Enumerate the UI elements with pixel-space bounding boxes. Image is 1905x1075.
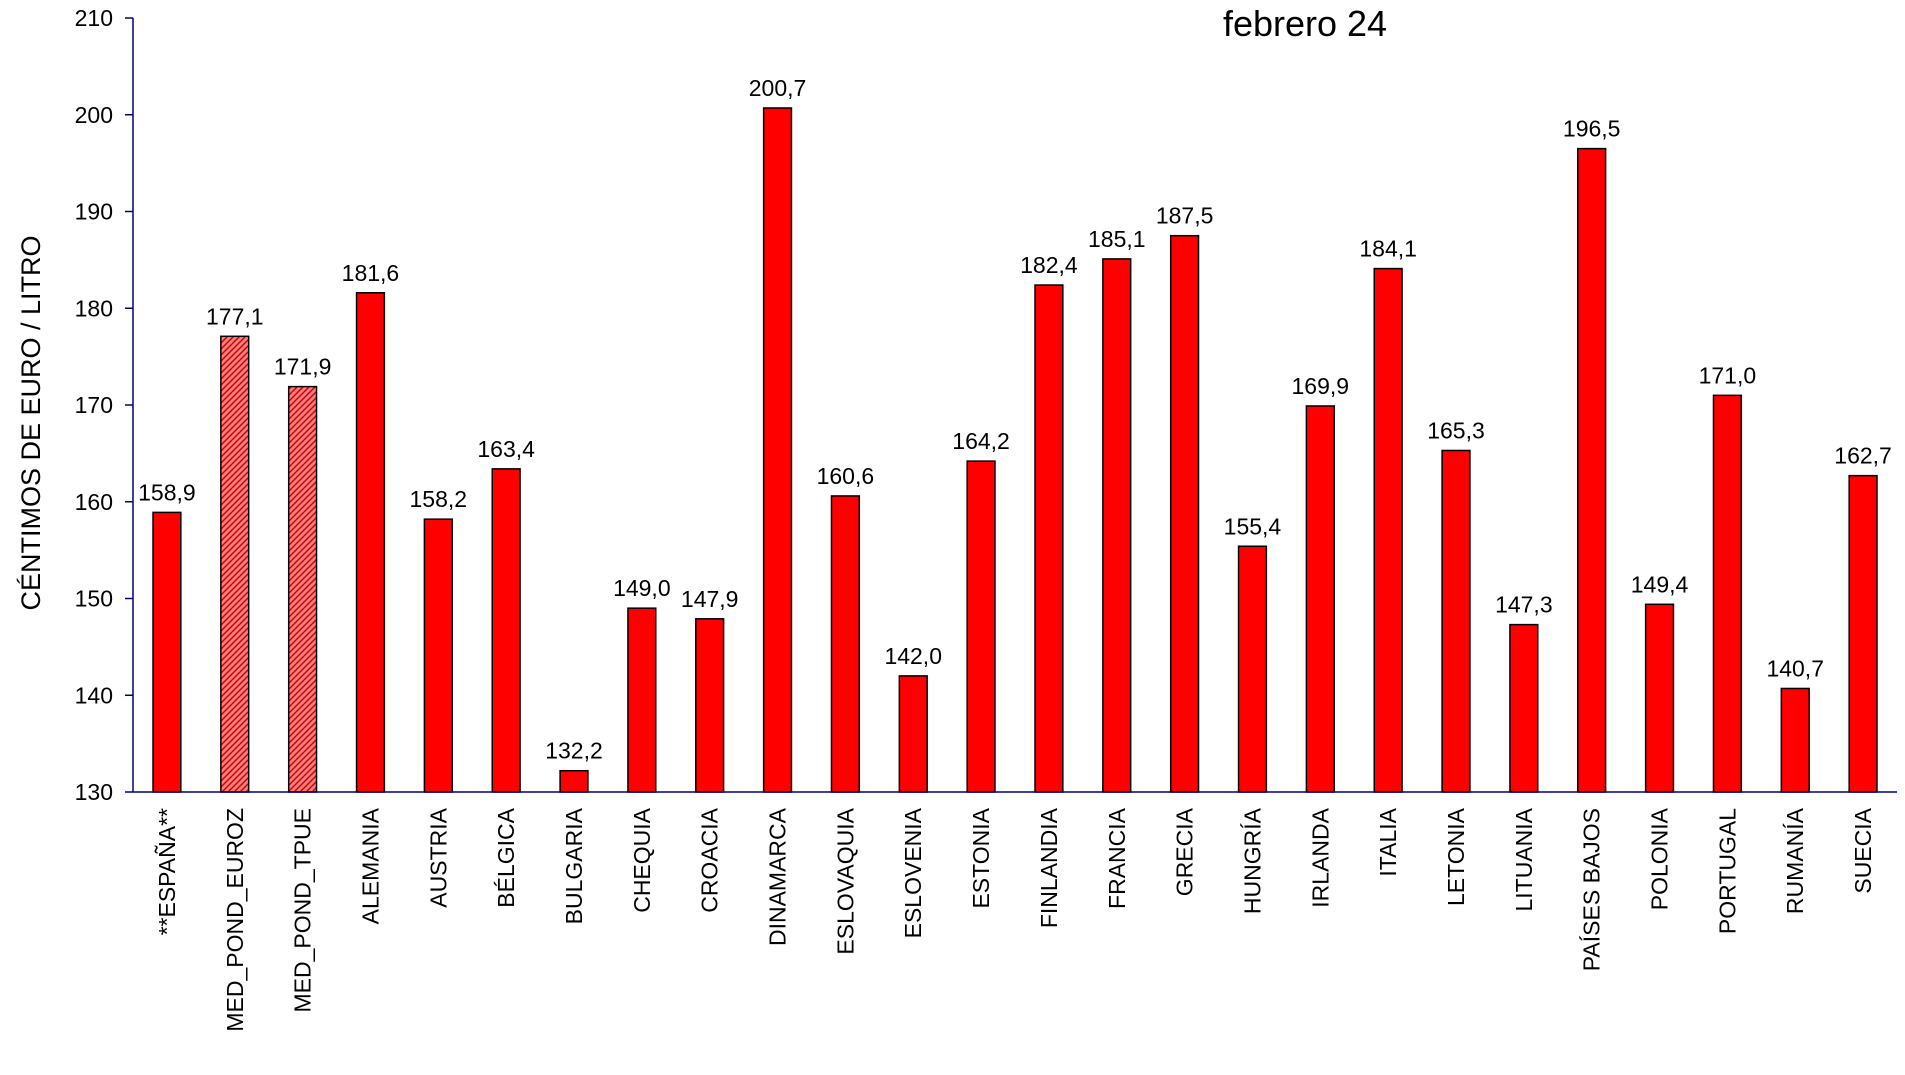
bar bbox=[1169, 234, 1200, 793]
data-label: 163,4 bbox=[477, 436, 535, 462]
data-label: 165,3 bbox=[1427, 417, 1485, 443]
y-tick-label: 140 bbox=[75, 682, 113, 708]
category-label: CHEQUIA bbox=[629, 807, 655, 912]
category-label: GRECIA bbox=[1172, 807, 1198, 896]
data-label: 185,1 bbox=[1088, 226, 1146, 252]
category-label: SUECIA bbox=[1850, 807, 1876, 893]
bar bbox=[1305, 405, 1335, 793]
data-label: 171,9 bbox=[274, 354, 332, 380]
data-label: 200,7 bbox=[749, 75, 807, 101]
category-label: ESLOVAQUIA bbox=[832, 807, 858, 954]
data-labels-group: 158,9 177,1 171,9 181,6 158,2 163,4 132,2 149,0… bbox=[138, 75, 1892, 764]
data-label: 149,4 bbox=[1631, 571, 1689, 597]
y-axis-ticks: 130 140 150 160 170 180 190 200 210 bbox=[75, 5, 133, 805]
data-label: 181,6 bbox=[342, 260, 400, 286]
bar bbox=[1034, 284, 1064, 793]
bar bbox=[423, 518, 453, 793]
bar bbox=[762, 107, 793, 793]
bar bbox=[559, 769, 589, 793]
category-label: PORTUGAL bbox=[1714, 808, 1740, 934]
bar bbox=[1577, 147, 1607, 793]
category-label: LETONIA bbox=[1443, 807, 1469, 906]
category-label: BÉLGICA bbox=[493, 807, 519, 907]
data-label: 162,7 bbox=[1834, 443, 1892, 469]
bar bbox=[898, 675, 928, 793]
data-label: 158,9 bbox=[138, 479, 196, 505]
bar bbox=[1848, 474, 1878, 793]
bar bbox=[152, 511, 182, 793]
category-label: ALEMANIA bbox=[357, 807, 383, 924]
category-label: ESTONIA bbox=[968, 807, 994, 908]
category-label: LITUANIA bbox=[1511, 807, 1537, 911]
data-label: 158,2 bbox=[410, 486, 468, 512]
category-label: AUSTRIA bbox=[425, 807, 451, 907]
y-tick-label: 150 bbox=[75, 586, 113, 612]
category-label: HUNGRÍA bbox=[1239, 807, 1265, 914]
category-label: FRANCIA bbox=[1104, 807, 1130, 909]
category-label: MED_POND_EUROZ bbox=[222, 808, 248, 1032]
category-label: DINAMARCA bbox=[765, 807, 791, 946]
data-label: 149,0 bbox=[613, 575, 671, 601]
category-label: ITALIA bbox=[1375, 807, 1401, 876]
y-tick-label: 170 bbox=[75, 392, 113, 418]
bar bbox=[1373, 267, 1403, 793]
bar bbox=[1780, 687, 1810, 793]
category-label: RUMANÍA bbox=[1782, 807, 1808, 914]
bar bbox=[1102, 258, 1132, 793]
data-label: 155,4 bbox=[1224, 513, 1282, 539]
axes-group bbox=[132, 18, 1897, 793]
category-label: MED_POND_TPUE bbox=[290, 808, 316, 1012]
bar bbox=[1441, 449, 1471, 793]
data-label: 147,3 bbox=[1495, 592, 1553, 618]
bar bbox=[1644, 603, 1675, 793]
bar bbox=[491, 468, 521, 793]
bar bbox=[287, 385, 318, 793]
category-label: **ESPAÑA** bbox=[154, 808, 180, 935]
bar bbox=[966, 460, 996, 793]
data-label: 160,6 bbox=[817, 463, 875, 489]
category-label: POLONIA bbox=[1647, 807, 1673, 910]
chart-title: febrero 24 bbox=[1223, 3, 1387, 44]
data-label: 177,1 bbox=[206, 303, 264, 329]
category-label: BULGARIA bbox=[561, 807, 587, 924]
bar bbox=[627, 607, 657, 793]
y-tick-label: 210 bbox=[75, 5, 113, 31]
category-label: PAÍSES BAJOS bbox=[1579, 808, 1605, 971]
y-tick-label: 160 bbox=[75, 489, 113, 515]
category-label: ESLOVENIA bbox=[900, 807, 926, 938]
bar bbox=[355, 292, 386, 793]
bar bbox=[830, 495, 861, 793]
category-label: FINLANDIA bbox=[1036, 807, 1062, 928]
bar bbox=[695, 618, 725, 793]
bar bbox=[220, 335, 250, 793]
y-axis-title: CÉNTIMOS DE EURO / LITRO bbox=[16, 235, 46, 610]
data-label: 140,7 bbox=[1766, 655, 1824, 681]
data-label: 147,9 bbox=[681, 586, 739, 612]
y-tick-label: 180 bbox=[75, 295, 113, 321]
bars-group bbox=[152, 107, 1878, 793]
bar bbox=[1509, 623, 1539, 793]
y-tick-label: 130 bbox=[75, 779, 113, 805]
category-labels-group: **ESPAÑA** MED_POND_EUROZ MED_POND_TPUE ALE… bbox=[154, 807, 1876, 1031]
bar bbox=[1712, 394, 1743, 793]
data-label: 187,5 bbox=[1156, 203, 1214, 229]
category-label: CROACIA bbox=[697, 807, 723, 912]
data-label: 132,2 bbox=[545, 738, 603, 764]
data-label: 171,0 bbox=[1699, 362, 1757, 388]
data-label: 169,9 bbox=[1292, 373, 1350, 399]
data-label: 196,5 bbox=[1563, 116, 1621, 142]
y-tick-label: 200 bbox=[75, 102, 113, 128]
data-label: 184,1 bbox=[1359, 236, 1417, 262]
y-tick-label: 190 bbox=[75, 199, 113, 225]
category-label: IRLANDA bbox=[1307, 807, 1333, 907]
data-label: 142,0 bbox=[884, 643, 942, 669]
data-label: 164,2 bbox=[952, 428, 1010, 454]
data-label: 182,4 bbox=[1020, 252, 1078, 278]
bar bbox=[1237, 545, 1268, 793]
